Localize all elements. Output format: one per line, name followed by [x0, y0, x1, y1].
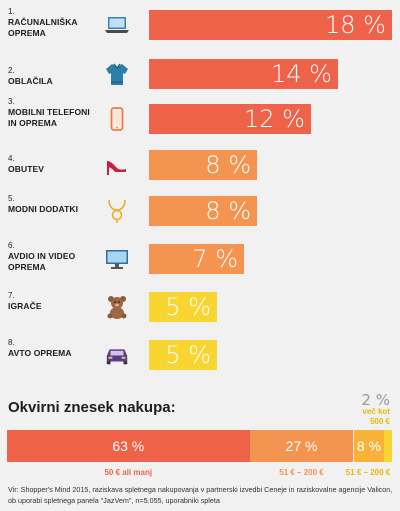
category-rank: 4.: [8, 154, 15, 163]
monitor-icon: [104, 246, 130, 272]
category-bar: 12 %: [149, 104, 311, 134]
source-note: Vir: Shopper's Mind 2015, raziskava sple…: [8, 485, 393, 505]
category-name: IGRAČE: [8, 301, 42, 311]
stack-segment-value: 27 %: [285, 438, 318, 454]
top-segment-value: 2 %: [361, 391, 390, 409]
category-bar: 8 %: [149, 150, 257, 180]
stack-segment: [384, 430, 392, 462]
category-rank: 6.: [8, 241, 15, 250]
category-label: 1. RAČUNALNIŠKA OPREMA: [8, 6, 98, 39]
category-name: OBUTEV: [8, 164, 45, 174]
category-bar: 8 %: [149, 196, 257, 226]
category-name: RAČUNALNIŠKA OPREMA: [8, 17, 78, 38]
category-row: 1. RAČUNALNIŠKA OPREMA 18 %: [0, 0, 400, 46]
category-label: 8. AVTO OPREMA: [8, 337, 98, 359]
laptop-icon: [104, 12, 130, 38]
category-rank: 3.: [8, 97, 15, 106]
category-row: 8. AVTO OPREMA 5 %: [0, 0, 400, 370]
phone-icon: [104, 106, 130, 132]
category-value: 14 %: [271, 60, 332, 88]
stack-segment: 8 %: [353, 430, 385, 462]
category-bar: 18 %: [149, 10, 392, 40]
category-name: MOBILNI TELEFONI IN OPREMA: [8, 107, 90, 128]
car-icon: [104, 342, 130, 368]
category-value: 12 %: [244, 105, 305, 133]
category-value: 8 %: [205, 151, 251, 179]
category-value: 7 %: [192, 245, 238, 273]
category-row: 7. IGRAČE 5 %: [0, 0, 400, 322]
category-value: 5 %: [165, 341, 211, 369]
category-label: 6. AVDIO IN VIDEO OPREMA: [8, 240, 98, 273]
stack-segment: 27 %: [249, 430, 354, 462]
category-name: AVDIO IN VIDEO OPREMA: [8, 251, 76, 272]
category-name: MODNI DODATKI: [8, 204, 79, 214]
category-rank: 2.: [8, 66, 15, 75]
category-bar: 5 %: [149, 292, 217, 322]
category-label: 2. OBLAČILA: [8, 65, 98, 87]
high-heel-icon: [104, 152, 130, 178]
category-row: 3. MOBILNI TELEFONI IN OPREMA 12 %: [0, 0, 400, 134]
stack-segment-value: 8 %: [356, 438, 381, 454]
category-row: 4. OBUTEV 8 %: [0, 0, 400, 180]
category-bar: 5 %: [149, 340, 217, 370]
stack-segment-caption: 51 € – 200 €: [279, 468, 324, 477]
category-rank: 7.: [8, 291, 15, 300]
category-label: 3. MOBILNI TELEFONI IN OPREMA: [8, 96, 98, 129]
stack-segment: 63 %: [7, 430, 250, 462]
stack-segment-caption: 51 € – 200 €: [345, 468, 391, 477]
category-name: OBLAČILA: [8, 76, 53, 86]
summary-title: Okvirni znesek nakupa:: [8, 399, 176, 416]
sweater-icon: [104, 61, 130, 87]
category-rank: 5.: [8, 194, 15, 203]
top-segment-caption: več kot 500 €: [362, 407, 390, 426]
category-value: 8 %: [205, 197, 251, 225]
category-row: 5. MODNI DODATKI 8 %: [0, 0, 400, 226]
category-bar: 7 %: [149, 244, 244, 274]
necklace-icon: [104, 198, 130, 224]
category-name: AVTO OPREMA: [8, 348, 72, 358]
category-row: 6. AVDIO IN VIDEO OPREMA 7 %: [0, 0, 400, 274]
category-rank: 8.: [8, 338, 15, 347]
category-bar: 14 %: [149, 59, 338, 89]
stack-segment-value: 63 %: [112, 438, 145, 454]
category-value: 18 %: [325, 11, 386, 39]
category-value: 5 %: [165, 293, 211, 321]
stacked-bar: 63 % 27 % 8 %: [7, 430, 392, 462]
category-label: 4. OBUTEV: [8, 153, 98, 175]
teddy-bear-icon: [104, 294, 130, 320]
category-rank: 1.: [8, 7, 15, 16]
stack-segment-caption: 50 € ali manj: [104, 468, 153, 477]
category-label: 5. MODNI DODATKI: [8, 193, 98, 215]
category-label: 7. IGRAČE: [8, 290, 98, 312]
category-row: 2. OBLAČILA 14 %: [0, 0, 400, 89]
